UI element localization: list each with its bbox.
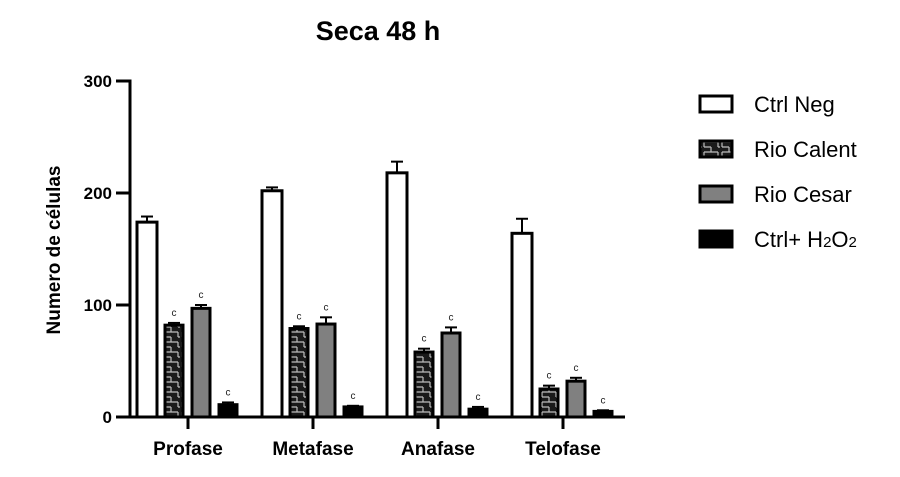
legend-swatch [698, 184, 734, 204]
y-tick-label: 200 [84, 184, 112, 203]
significance-label: c [601, 395, 606, 406]
bar-ctrl-neg-metafase [260, 186, 284, 419]
x-tick-label-profase: Profase [153, 439, 223, 460]
bar-rio-cesar-anafase: c [440, 312, 462, 419]
y-tick-label: 300 [84, 72, 112, 91]
legend-swatch [698, 139, 734, 159]
bar-rio-cesar-telofase: c [565, 363, 587, 419]
bar-rio-calent-metafase: c [288, 311, 310, 419]
bar-ctrl-h2o2-telofase: c [592, 395, 614, 419]
bar-ctrl-h2o2-anafase: c [467, 392, 489, 419]
legend-item-ctrl-neg: Ctrl Neg [698, 92, 835, 117]
legend-label: Ctrl+ H2O2 [754, 227, 857, 252]
legend-item-rio-calent: Rio Calent [698, 137, 857, 162]
significance-label: c [547, 371, 552, 382]
legend-label: Ctrl Neg [754, 92, 835, 117]
x-tick-label-anafase: Anafase [401, 439, 475, 460]
legend-label: Rio Calent [754, 137, 857, 162]
x-tick-label-telofase: Telofase [525, 439, 601, 460]
legend-label: Rio Cesar [754, 182, 852, 207]
bar-rio-cesar-profase: c [190, 290, 212, 419]
significance-label: c [324, 302, 329, 313]
significance-label: c [574, 363, 579, 374]
bar-ctrl-h2o2-profase: c [217, 387, 239, 419]
x-axis: Profase Metafase Anafase Telofase [128, 415, 625, 460]
bar-ctrl-neg-profase [135, 215, 159, 419]
bar-rio-cesar-metafase: c [315, 302, 337, 419]
bar-rio-calent-anafase: c [413, 334, 435, 419]
chart-title: Seca 48 h [316, 16, 441, 46]
significance-label: c [351, 391, 356, 402]
significance-label: c [172, 308, 177, 319]
legend-item-rio-cesar: Rio Cesar [698, 182, 852, 207]
x-tick-label-metafase: Metafase [272, 439, 353, 460]
significance-label: c [297, 311, 302, 322]
significance-label: c [226, 387, 231, 398]
significance-label: c [449, 312, 454, 323]
bar-rio-calent-profase: c [163, 308, 185, 419]
significance-label: c [422, 334, 427, 345]
y-axis: 0 100 200 300 [84, 72, 132, 427]
y-tick-label: 100 [84, 296, 112, 315]
significance-label: c [199, 290, 204, 301]
y-tick-label: 0 [103, 408, 112, 427]
bar-ctrl-neg-telofase [510, 217, 534, 419]
legend: Ctrl Neg Rio Calent Rio Cesar Ctrl+ H2O2 [698, 92, 857, 252]
bars-group: c c c c c c c c c c c c [135, 160, 614, 419]
bar-ctrl-h2o2-metafase: c [342, 391, 364, 419]
legend-item-ctrl-h2o2: Ctrl+ H2O2 [698, 227, 857, 252]
legend-swatch [698, 229, 734, 249]
legend-swatch [698, 94, 734, 114]
bar-ctrl-neg-anafase [385, 160, 409, 419]
y-axis-label: Numero de células [44, 166, 65, 335]
bar-rio-calent-telofase: c [538, 371, 560, 419]
significance-label: c [476, 392, 481, 403]
